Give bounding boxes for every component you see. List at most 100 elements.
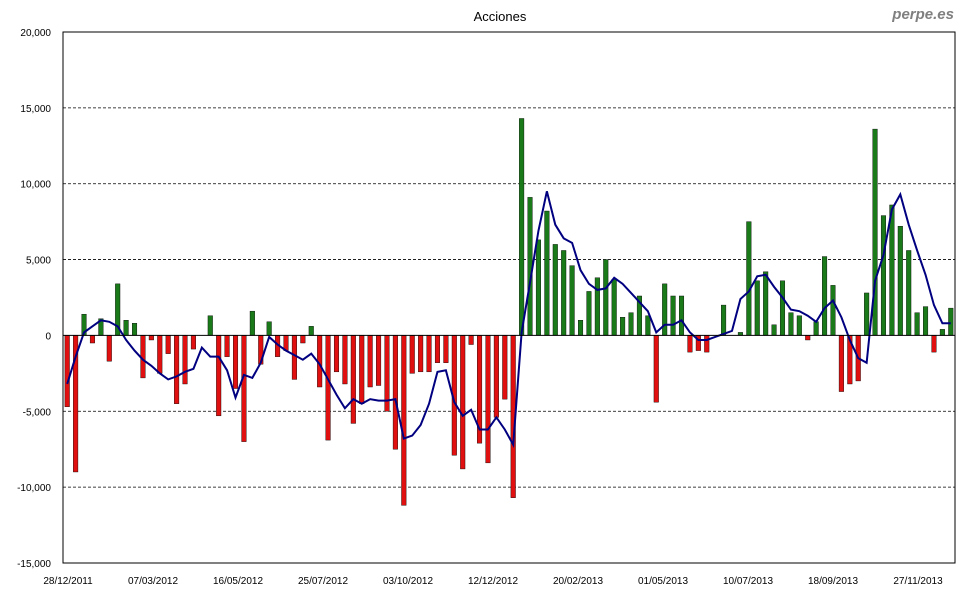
- bar: [603, 259, 609, 336]
- bar: [746, 221, 752, 336]
- bar: [687, 335, 693, 353]
- bar: [376, 335, 382, 386]
- bar: [132, 323, 138, 336]
- x-tick-labels: 28/12/2011 07/03/2012 16/05/2012 25/07/2012…: [43, 576, 943, 587]
- bar: [805, 335, 811, 341]
- bar: [392, 335, 398, 450]
- bar: [948, 307, 954, 336]
- y-tick-label: 5,000: [26, 256, 51, 267]
- bar: [586, 291, 592, 336]
- bar: [468, 335, 474, 345]
- bar: [485, 335, 491, 464]
- bar: [822, 256, 828, 336]
- y-tick-label: -10,000: [17, 483, 51, 494]
- chart-title: Acciones: [474, 9, 527, 24]
- bar: [838, 335, 844, 392]
- bar: [796, 315, 802, 336]
- x-tick-label: 20/02/2013: [553, 576, 603, 587]
- bar: [679, 295, 685, 336]
- bar: [704, 335, 710, 353]
- bar: [611, 279, 617, 336]
- bar: [830, 285, 836, 336]
- bar: [350, 335, 356, 424]
- bar: [291, 335, 297, 380]
- bar: [266, 321, 272, 336]
- bar: [367, 335, 373, 388]
- bar: [561, 250, 567, 336]
- bar: [914, 312, 920, 336]
- bar: [359, 335, 365, 404]
- x-tick-label: 10/07/2013: [723, 576, 773, 587]
- bar: [519, 118, 525, 336]
- x-tick-label: 18/09/2013: [808, 576, 858, 587]
- bar: [594, 277, 600, 336]
- y-tick-label: -15,000: [17, 559, 51, 570]
- bar: [721, 304, 727, 336]
- bar: [813, 321, 819, 336]
- bar: [182, 335, 188, 385]
- bar: [216, 335, 222, 417]
- bar: [148, 335, 154, 341]
- bar: [864, 292, 870, 336]
- bar: [493, 335, 499, 418]
- bar: [628, 312, 634, 336]
- axes: [62, 31, 956, 564]
- bar: [174, 335, 180, 404]
- bar: [333, 335, 340, 373]
- y-tick-label: -5,000: [23, 407, 52, 418]
- bar: [409, 335, 415, 374]
- x-tick-label: 27/11/2013: [893, 576, 943, 587]
- bar-series: [64, 118, 954, 506]
- bar: [880, 215, 886, 336]
- bar: [535, 239, 541, 336]
- x-tick-label: 01/05/2013: [638, 576, 688, 587]
- bar: [763, 271, 769, 336]
- bar: [241, 335, 247, 442]
- bar: [434, 335, 440, 363]
- bar: [578, 320, 584, 336]
- bar: [106, 335, 112, 362]
- line-series: [66, 191, 951, 449]
- bar: [931, 335, 937, 353]
- plot-border: [62, 31, 956, 564]
- bar: [89, 335, 95, 344]
- x-tick-label: 28/12/2011: [43, 576, 93, 587]
- bar: [897, 225, 903, 336]
- bar: [754, 280, 760, 336]
- bar: [645, 315, 651, 336]
- bar: [653, 335, 659, 403]
- bar: [426, 335, 432, 373]
- y-tick-label: 20,000: [20, 28, 51, 39]
- bar: [224, 335, 230, 357]
- bar: [670, 295, 676, 336]
- bar: [300, 335, 306, 344]
- bar: [232, 335, 239, 389]
- bar: [552, 244, 558, 336]
- bar: [123, 320, 129, 336]
- bar: [308, 326, 314, 336]
- bar: [249, 310, 255, 336]
- bar: [788, 312, 794, 336]
- y-tick-label: 15,000: [20, 104, 51, 115]
- y-tick-label: 0: [45, 331, 51, 342]
- bar: [342, 335, 348, 385]
- bar: [443, 335, 449, 363]
- x-tick-label: 12/12/2012: [468, 576, 518, 587]
- bar: [662, 283, 668, 336]
- bar: [207, 315, 213, 336]
- bar: [906, 250, 912, 336]
- bar: [502, 335, 508, 400]
- bar: [190, 335, 196, 350]
- bar: [64, 335, 70, 407]
- y-tick-labels: 20,000 15,000 10,000 5,000 0 -5,000 -10,000 -15…: [17, 28, 51, 570]
- x-tick-label: 25/07/2012: [298, 576, 348, 587]
- bar: [939, 329, 945, 336]
- moving-average-line: [66, 191, 951, 449]
- bar: [771, 324, 777, 336]
- y-tick-label: 10,000: [20, 180, 51, 191]
- watermark-text: perpe.es: [891, 6, 954, 23]
- bar: [779, 280, 786, 336]
- x-tick-label: 03/10/2012: [383, 576, 433, 587]
- bar: [165, 335, 171, 354]
